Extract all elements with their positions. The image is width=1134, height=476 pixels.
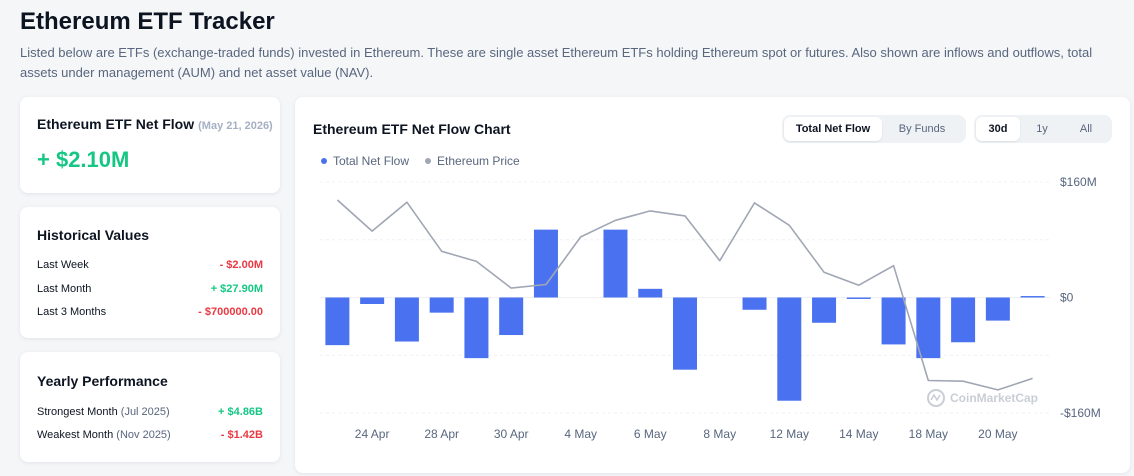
chart-legend: Total Net Flow Ethereum Price [321,154,520,168]
net-flow-title: Ethereum ETF Net Flow [37,116,195,132]
historical-row-label: Last Week [37,259,89,271]
x-tick-label: 18 May [909,427,948,441]
range-30d-button[interactable]: 30d [976,117,1020,141]
net-flow-bar[interactable] [533,229,558,298]
net-flow-bar[interactable] [1020,296,1045,298]
page-description: Listed below are ETFs (exchange-traded f… [20,45,1093,80]
net-flow-bar[interactable] [464,297,489,359]
x-tick-label: 24 Apr [355,427,390,441]
yearly-row-value: - $1.42B [220,429,263,441]
net-flow-title-row: Ethereum ETF Net Flow (May 21, 2026) [37,116,273,132]
tab-total-net-flow[interactable]: Total Net Flow [784,117,882,141]
price-line [336,199,1033,391]
yearly-performance-title: Yearly Performance [37,373,168,389]
x-tick-label: 28 Apr [424,427,459,441]
x-tick-label: 6 May [634,427,667,441]
yearly-row-month: (Jul 2025) [120,406,170,418]
view-toggle: Total Net Flow By Funds [782,115,966,143]
yearly-row-value: + $4.86B [218,406,263,418]
historical-row-value: - $2.00M [219,259,263,271]
yearly-performance-card: Yearly Performance Strongest Month (Jul … [20,352,280,462]
legend-item-net-flow[interactable]: Total Net Flow [321,154,409,168]
historical-values-card: Historical Values Last Week - $2.00M Las… [20,207,280,338]
range-1y-button[interactable]: 1y [1036,123,1048,135]
net-flow-card: Ethereum ETF Net Flow (May 21, 2026) + $2… [20,97,280,193]
net-flow-date: (May 21, 2026) [198,120,273,132]
legend-label-net-flow: Total Net Flow [333,154,410,168]
historical-row-label: Last Month [37,283,92,295]
yearly-row-label-group: Weakest Month (Nov 2025) [37,429,171,441]
net-flow-bar[interactable] [881,297,906,345]
coinmarketcap-mark-icon [930,393,941,402]
yearly-row-label: Strongest Month [37,406,118,418]
historical-row: Last Week - $2.00M [37,259,263,271]
historical-values-title: Historical Values [37,227,150,243]
net-flow-bar[interactable] [638,288,663,298]
chart-title: Ethereum ETF Net Flow Chart [313,121,511,137]
net-flow-chart-card: Ethereum ETF Net Flow Chart Total Net Fl… [295,97,1130,473]
y-tick-label: $0 [1060,291,1074,305]
watermark-text: CoinMarketCap [950,391,1038,405]
net-flow-bar[interactable] [429,297,454,313]
x-tick-label: 30 Apr [494,427,529,441]
legend-item-price[interactable]: Ethereum Price [425,154,520,168]
net-flow-bar[interactable] [673,297,697,370]
legend-dot-net-flow [321,158,327,164]
net-flow-bar[interactable] [394,297,419,342]
tab-by-funds[interactable]: By Funds [898,123,946,135]
coinmarketcap-logo-icon [927,389,945,407]
range-all-button[interactable]: All [1079,123,1093,135]
net-flow-bar[interactable] [742,297,767,310]
yearly-row-month: (Nov 2025) [116,429,171,441]
net-flow-bar[interactable] [846,297,871,299]
x-tick-label: 8 May [703,427,736,441]
chart-price-line [336,199,1033,391]
historical-row-value: + $27.90M [210,283,263,295]
historical-row: Last Month + $27.90M [37,283,263,295]
historical-row-label: Last 3 Months [37,306,107,318]
historical-row: Last 3 Months - $700000.00 [37,306,263,318]
legend-dot-price [425,158,432,164]
yearly-row: Weakest Month (Nov 2025) - $1.42B [37,429,263,441]
x-tick-label: 14 May [839,427,878,441]
net-flow-bar[interactable] [951,297,976,343]
chart-bars [325,229,1045,401]
net-flow-chart: $160M $0 -$160M 24 Apr 28 Apr 30 Apr 4 May 6 M… [320,175,1101,441]
chart-x-axis: 24 Apr 28 Apr 30 Apr 4 May 6 May 8 May 12 May 1… [355,427,1018,441]
net-flow-bar[interactable] [916,297,941,359]
x-tick-label: 20 May [978,427,1017,441]
watermark: CoinMarketCap [927,389,1038,407]
net-flow-bar[interactable] [985,297,1010,321]
chart-y-axis: $160M $0 -$160M [1060,175,1101,420]
historical-row-value: - $700000.00 [198,306,263,318]
yearly-row: Strongest Month (Jul 2025) + $4.86B [37,406,263,418]
x-tick-label: 12 May [770,427,809,441]
net-flow-bar[interactable] [325,297,350,346]
legend-label-price: Ethereum Price [437,154,520,168]
net-flow-bar[interactable] [777,297,802,401]
net-flow-bar[interactable] [499,297,524,336]
page-title: Ethereum ETF Tracker [20,8,275,35]
yearly-row-label: Weakest Month [37,429,114,441]
range-toggle: 30d 1y All [974,115,1112,143]
y-tick-label: -$160M [1060,406,1101,420]
net-flow-value: + $2.10M [37,147,130,172]
net-flow-bar[interactable] [812,297,837,323]
x-tick-label: 4 May [564,427,597,441]
net-flow-bar[interactable] [360,297,385,304]
y-tick-label: $160M [1060,175,1097,189]
yearly-row-label-group: Strongest Month (Jul 2025) [37,406,170,418]
net-flow-bar[interactable] [603,229,628,298]
